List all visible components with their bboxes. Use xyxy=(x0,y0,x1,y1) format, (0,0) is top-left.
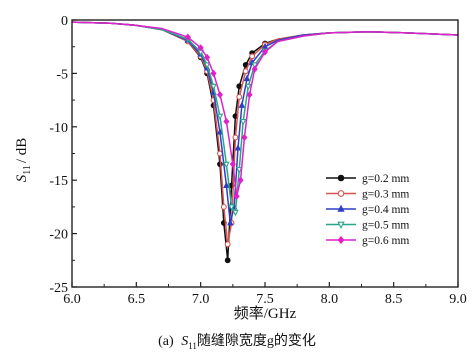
legend-label: g=0.6 mm xyxy=(362,235,409,247)
series-point xyxy=(237,176,244,184)
series-point xyxy=(220,203,227,210)
x-axis-title: 频率/GHz xyxy=(234,305,297,322)
x-tick-label: 7.5 xyxy=(256,292,274,307)
x-tick-label: 6.0 xyxy=(63,292,81,307)
legend-item: g=0.4 mm xyxy=(326,204,409,216)
series-point xyxy=(242,68,249,75)
series-point xyxy=(234,144,242,151)
legend-label: g=0.3 mm xyxy=(362,189,409,201)
series-point xyxy=(241,133,248,142)
legend: g=0.2 mm g=0.3 mm g=0.4 mm g=0.5 mm g=0.6 mm xyxy=(326,173,409,247)
y-axis-title: S11 / dB xyxy=(14,138,33,183)
legend-item: g=0.3 mm xyxy=(326,189,409,201)
series-point xyxy=(249,53,256,60)
series-point xyxy=(197,44,204,52)
series-point xyxy=(232,209,239,217)
series-point xyxy=(223,161,230,169)
y-tick-label: -15 xyxy=(49,174,68,189)
series-point xyxy=(216,113,224,121)
series-point xyxy=(223,181,230,188)
series-point xyxy=(251,65,258,73)
series-point xyxy=(232,134,239,141)
axes: 6.0 6.5 7.0 7.5 8.0 8.5 9.0 0 -5 -10 -15 -20 -25 xyxy=(49,14,466,307)
legend-swatch-marker xyxy=(337,190,345,197)
legend-label: g=0.5 mm xyxy=(362,220,409,232)
series-5 xyxy=(71,21,459,200)
caption-prefix: (a) xyxy=(158,334,174,349)
x-tick-label: 6.5 xyxy=(128,292,146,307)
x-tick-label: 8.5 xyxy=(385,292,403,307)
series-point xyxy=(229,160,236,168)
caption-subscript: 11 xyxy=(188,341,197,351)
x-tick-label: 9.0 xyxy=(449,292,467,307)
caption-symbol: S xyxy=(181,334,188,349)
legend-label: g=0.2 mm xyxy=(362,173,409,185)
series-point xyxy=(238,101,246,108)
series-point xyxy=(223,117,230,126)
series-point xyxy=(233,192,240,200)
series-point xyxy=(228,204,235,212)
legend-item: g=0.6 mm xyxy=(326,235,409,247)
legend-swatch-marker xyxy=(337,204,345,212)
series-point xyxy=(261,48,269,56)
series-point xyxy=(244,83,252,91)
series-point xyxy=(224,257,231,264)
legend-swatch-marker xyxy=(337,221,345,230)
y-tick-label: -5 xyxy=(56,67,68,82)
series-point xyxy=(210,83,217,91)
legend-label: g=0.4 mm xyxy=(362,204,409,216)
legend-item: g=0.2 mm xyxy=(326,173,409,185)
series-point xyxy=(239,119,247,126)
series-point xyxy=(216,128,224,135)
y-tick-label: 0 xyxy=(61,14,68,29)
series-point xyxy=(251,62,258,69)
series-point xyxy=(243,74,251,82)
legend-swatch-marker xyxy=(337,174,345,182)
series-point xyxy=(246,91,253,99)
y-axis-title-rest: / dB xyxy=(14,138,30,163)
series-point xyxy=(235,167,243,174)
y-axis-title-main: S xyxy=(14,174,30,182)
series-point xyxy=(203,62,211,69)
x-tick-label: 8.0 xyxy=(321,292,339,307)
series-point xyxy=(216,91,224,99)
series-point xyxy=(210,69,217,77)
y-axis-title-sub: 11 xyxy=(22,165,33,175)
series-point xyxy=(236,93,243,100)
y-tick-label: -25 xyxy=(49,281,68,296)
series-point xyxy=(224,241,231,248)
series-point xyxy=(204,53,211,61)
x-tick-label: 7.0 xyxy=(192,292,210,307)
y-tick-label: -20 xyxy=(49,228,68,243)
caption-text: 随缝隙宽度g的变化 xyxy=(197,332,316,349)
figure-caption: (a) S11随缝隙宽度g的变化 xyxy=(158,332,316,351)
legend-swatch-marker xyxy=(337,236,345,244)
series-point xyxy=(184,33,191,41)
plot-area xyxy=(71,21,459,264)
legend-item: g=0.5 mm xyxy=(326,220,409,232)
y-tick-label: -10 xyxy=(49,121,68,136)
series-point xyxy=(227,218,234,226)
